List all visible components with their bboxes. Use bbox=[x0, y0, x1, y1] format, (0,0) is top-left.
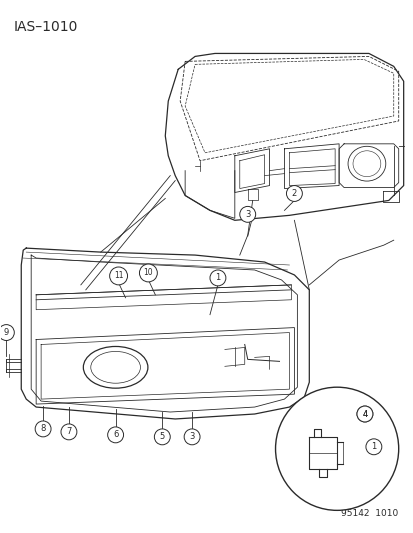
Text: 95142  1010: 95142 1010 bbox=[341, 510, 398, 518]
Text: 2: 2 bbox=[291, 189, 296, 198]
Text: 7: 7 bbox=[66, 427, 71, 437]
Circle shape bbox=[239, 206, 255, 222]
Circle shape bbox=[109, 267, 127, 285]
Text: IAS–1010: IAS–1010 bbox=[13, 20, 78, 34]
Circle shape bbox=[356, 406, 372, 422]
Text: 6: 6 bbox=[113, 430, 118, 439]
Text: 3: 3 bbox=[244, 210, 250, 219]
Circle shape bbox=[275, 387, 398, 511]
Text: 1: 1 bbox=[215, 273, 220, 282]
Circle shape bbox=[139, 264, 157, 282]
Text: 4: 4 bbox=[361, 409, 367, 418]
Circle shape bbox=[365, 439, 381, 455]
Circle shape bbox=[286, 185, 301, 201]
Text: 4: 4 bbox=[361, 409, 367, 418]
Text: 9: 9 bbox=[4, 328, 9, 337]
Circle shape bbox=[107, 427, 123, 443]
Circle shape bbox=[209, 270, 225, 286]
Circle shape bbox=[61, 424, 77, 440]
Text: 5: 5 bbox=[159, 432, 164, 441]
Circle shape bbox=[184, 429, 199, 445]
Circle shape bbox=[356, 406, 372, 422]
Circle shape bbox=[35, 421, 51, 437]
Text: 8: 8 bbox=[40, 424, 46, 433]
Text: 10: 10 bbox=[143, 269, 153, 278]
Text: 11: 11 bbox=[114, 271, 123, 280]
Text: 3: 3 bbox=[189, 432, 195, 441]
Circle shape bbox=[0, 325, 14, 341]
Circle shape bbox=[154, 429, 170, 445]
Text: 1: 1 bbox=[370, 442, 375, 451]
